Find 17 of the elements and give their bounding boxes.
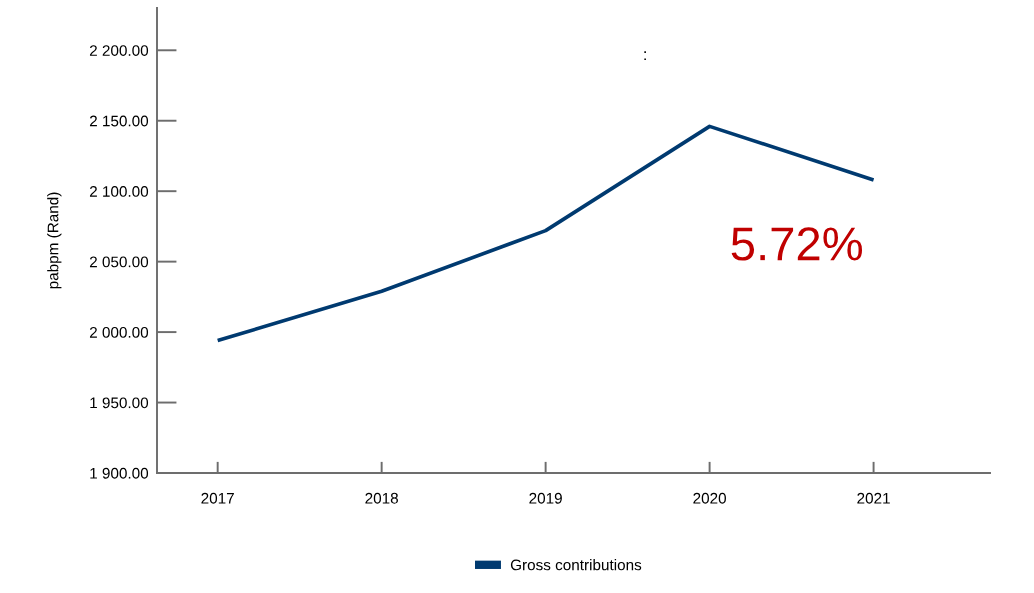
y-tick-label: 1 900.00 <box>90 467 149 479</box>
y-tick-label: 1 950.00 <box>90 397 149 409</box>
annotation: 5.72% <box>731 227 863 261</box>
y-axis-title: pabpm (Rand) <box>47 192 62 289</box>
text: : <box>644 51 646 61</box>
x-tick-label: 2018 <box>365 492 398 504</box>
y-tick-label: 2 150.00 <box>89 115 149 127</box>
legend-label: Gross contributions <box>510 559 642 571</box>
x-tick-label: 2017 <box>201 492 234 504</box>
x-tick-label: 2020 <box>693 492 726 504</box>
line-series <box>215 124 876 343</box>
y-tick-label: 2 050.00 <box>89 256 149 268</box>
y-tick-label: 2 200.00 <box>89 45 149 56</box>
y-tick-label: 2 000.00 <box>89 326 149 338</box>
x-tick-label: 2019 <box>529 492 562 504</box>
y-tick-label: 2 100.00 <box>89 186 149 197</box>
x-tick-label: 2021 <box>857 492 890 504</box>
